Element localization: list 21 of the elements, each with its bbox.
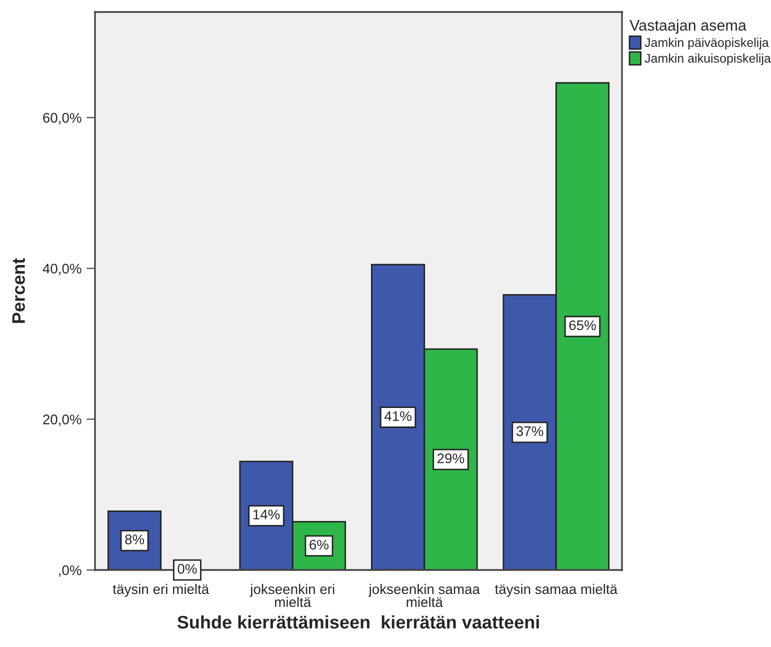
data-label: 29% bbox=[438, 453, 464, 464]
x-tick-label: täysin eri mieltä bbox=[112, 584, 210, 597]
x-tick-label: täysin samaa mieltä bbox=[494, 584, 618, 597]
x-tick-label: jokseenkin eri mieltä bbox=[250, 584, 334, 608]
x-axis-title: Suhde kierrättämiseen kierrätän vaatteeni bbox=[177, 615, 539, 629]
y-tick-label: 60,0% bbox=[43, 112, 82, 124]
data-label: 41% bbox=[384, 411, 412, 421]
data-label: 6% bbox=[310, 540, 329, 550]
x-tick-label: jokseenkin samaa mieltä bbox=[368, 584, 480, 608]
legend-label: Jamkin aikuisopiskelija bbox=[644, 54, 771, 66]
data-label: 14% bbox=[253, 510, 280, 520]
data-label: 37% bbox=[516, 426, 544, 436]
data-label: 8% bbox=[125, 534, 144, 544]
y-tick-label: 40,0% bbox=[42, 264, 82, 276]
y-tick-label: 20,0% bbox=[43, 414, 82, 426]
data-label: 0% bbox=[178, 564, 197, 574]
y-tick-label: ,0% bbox=[59, 565, 82, 577]
legend-title: Vastaajan asema bbox=[630, 20, 746, 34]
data-label: 65% bbox=[569, 320, 596, 330]
y-axis-title: Percent bbox=[12, 258, 25, 323]
legend-label: Jamkin päiväopiskelija bbox=[644, 38, 769, 50]
